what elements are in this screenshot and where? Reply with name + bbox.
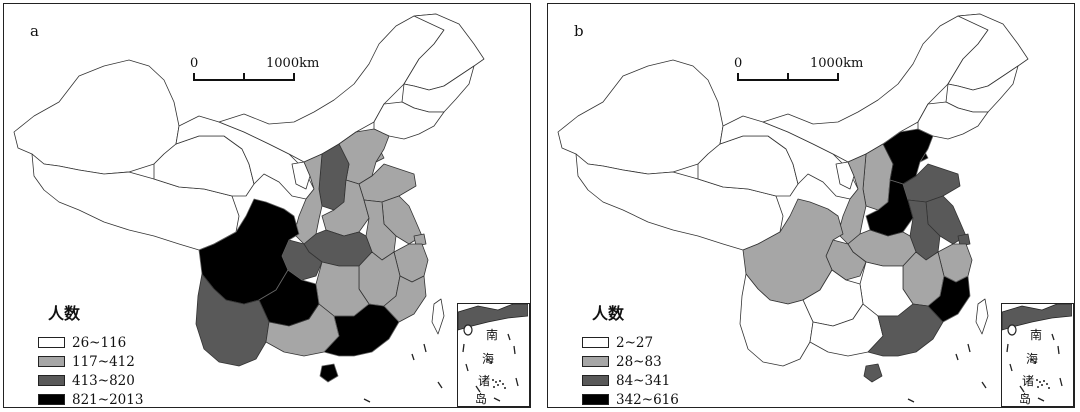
sea-boundary-dash: [955, 353, 959, 361]
legend-swatch: [38, 337, 65, 348]
inset-map: [458, 304, 528, 402]
legend-swatch: [38, 375, 65, 386]
legend-label: 84~341: [616, 372, 671, 389]
legend-label: 821~2013: [72, 391, 144, 408]
province-shanghai: [413, 233, 427, 247]
province-ningxia: [291, 161, 311, 190]
province-yunnan: [195, 273, 270, 367]
legend: 人数 26~116 117~412 413~820 821~2013: [38, 300, 198, 408]
scale-tick: [837, 73, 839, 81]
province-fujian: [927, 275, 971, 323]
inset-label: 诸: [1022, 374, 1035, 388]
sea-boundary-dash: [411, 353, 415, 361]
inset-label: 诸: [478, 374, 491, 388]
legend-item: 413~820: [38, 371, 198, 390]
inset-dots: [487, 359, 506, 389]
legend-swatch: [582, 356, 609, 367]
province-shanghai: [957, 233, 971, 247]
legend-swatch: [38, 356, 65, 367]
legend-swatch: [582, 337, 609, 348]
legend-item: 821~2013: [38, 390, 198, 408]
scale-tick: [293, 73, 295, 81]
legend-label: 413~820: [72, 372, 135, 389]
legend-swatch: [582, 394, 609, 405]
province-guangdong: [323, 303, 400, 357]
scale-end-label: 1000km: [810, 56, 864, 71]
province-ningxia: [835, 161, 855, 190]
legend-label: 28~83: [616, 353, 662, 370]
panel-label: b: [574, 22, 584, 40]
sea-boundary-dash: [981, 381, 987, 389]
inset-label: 南: [486, 328, 499, 342]
scale-tick: [243, 73, 245, 81]
inset-island: [1007, 324, 1017, 336]
province-map-b: [557, 13, 1029, 403]
inset-dashes: [1006, 333, 1063, 402]
inset-label: 海: [1026, 352, 1039, 366]
panel-label: a: [30, 22, 39, 40]
province-fujian: [383, 275, 427, 323]
south-china-sea-inset: 南 海 诸 岛: [457, 303, 530, 407]
inset-label: 岛: [475, 392, 488, 406]
map-panel-b: b 0 1000km 人数 2~27 28~83 84~341 342~616: [547, 3, 1075, 408]
scale-tick: [737, 73, 739, 81]
map-panel-a: a 0 1000km 人数 26~116 117~412 413~820 821…: [3, 3, 531, 408]
scale-zero-label: 0: [734, 56, 743, 71]
sea-boundary-dash: [907, 398, 915, 403]
province-hainan: [863, 363, 883, 383]
legend-swatch: [582, 375, 609, 386]
inset-dashes: [462, 333, 519, 402]
legend-title: 人数: [592, 304, 625, 323]
sea-boundary-dash: [967, 343, 971, 353]
legend-label: 26~116: [72, 334, 127, 351]
scale-tick: [193, 73, 195, 81]
inset-dots: [1031, 359, 1050, 389]
legend: 人数 2~27 28~83 84~341 342~616: [582, 300, 742, 408]
legend-swatch: [38, 394, 65, 405]
province-map-a: [13, 13, 485, 403]
province-taiwan: [975, 298, 989, 335]
province-xinjiang: [13, 59, 180, 175]
sea-boundary-dash: [363, 398, 371, 403]
legend-label: 342~616: [616, 391, 679, 408]
province-yunnan: [739, 273, 814, 367]
inset-label: 岛: [1019, 392, 1032, 406]
scale-bar: 0 1000km: [734, 56, 866, 88]
province-hainan: [319, 363, 339, 383]
inset-label: 海: [482, 352, 495, 366]
province-liaoning: [373, 101, 445, 140]
inset-label: 南: [1030, 328, 1043, 342]
scale-bar: 0 1000km: [190, 56, 322, 88]
scale-zero-label: 0: [190, 56, 199, 71]
legend-item: 26~116: [38, 333, 198, 352]
scale-tick: [787, 73, 789, 81]
legend-item: 342~616: [582, 390, 742, 408]
legend-title: 人数: [48, 304, 81, 323]
inset-map: [1002, 304, 1072, 402]
inset-island: [463, 324, 473, 336]
legend-item: 2~27: [582, 333, 742, 352]
sea-boundary-dash: [437, 381, 443, 389]
legend-label: 2~27: [616, 334, 654, 351]
legend-item: 84~341: [582, 371, 742, 390]
legend-item: 117~412: [38, 352, 198, 371]
legend-item: 28~83: [582, 352, 742, 371]
province-guangdong: [867, 303, 944, 357]
south-china-sea-inset: 南 海 诸 岛: [1001, 303, 1074, 407]
sea-boundary-dash: [423, 343, 427, 353]
legend-label: 117~412: [72, 353, 135, 370]
province-liaoning: [917, 101, 989, 140]
province-taiwan: [431, 298, 445, 335]
scale-end-label: 1000km: [266, 56, 320, 71]
province-xinjiang: [557, 59, 724, 175]
